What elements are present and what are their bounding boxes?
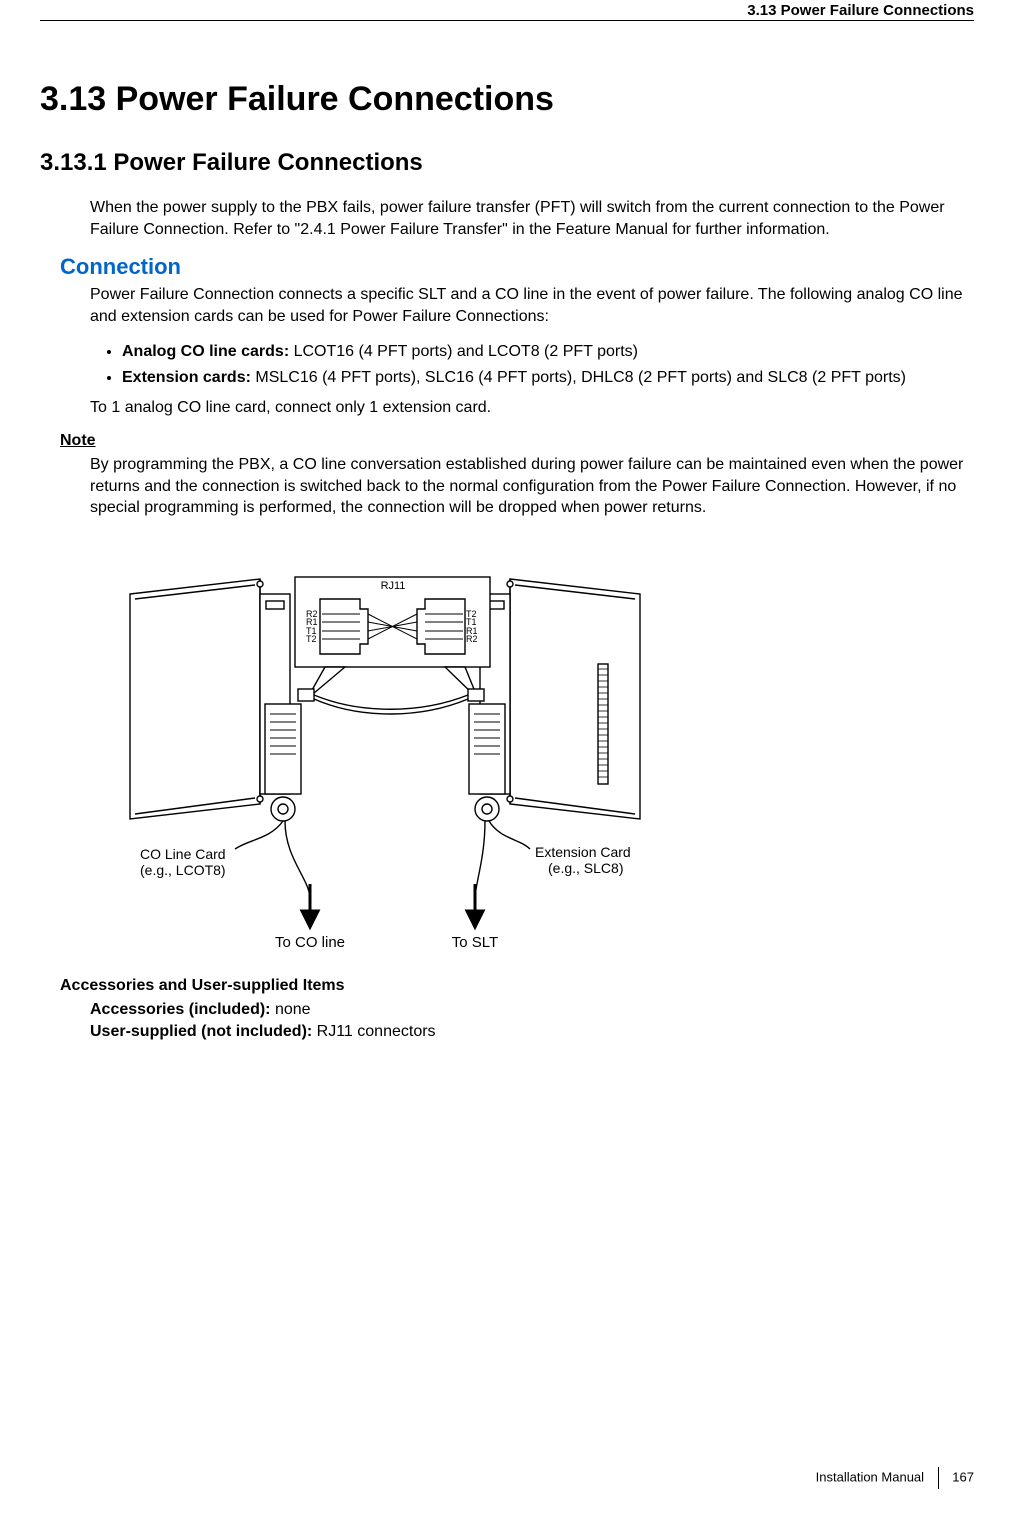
co-card-label-line2: (e.g., LCOT8) [140,862,226,878]
intro-paragraph: When the power supply to the PBX fails, … [90,197,974,240]
list-item-text: MSLC16 (4 PFT ports), SLC16 (4 PFT ports… [251,369,906,386]
footer-manual: Installation Manual [816,1469,924,1484]
list-item-text: LCOT16 (4 PFT ports) and LCOT8 (2 PFT po… [289,343,638,360]
footer-page: 167 [952,1469,974,1484]
accessories-included: Accessories (included): none [90,1001,974,1019]
accessories-included-label: Accessories (included): [90,1001,271,1018]
accessories-heading: Accessories and User-supplied Items [60,977,974,995]
header-rule [40,20,974,21]
ext-card-label-line2: (e.g., SLC8) [548,860,623,876]
accessories-user-label: User-supplied (not included): [90,1023,312,1040]
page-header: 3.13 Power Failure Connections [40,20,974,50]
pin-label: R2 [466,634,478,644]
co-card-label-line1: CO Line Card [140,846,226,862]
accessories-included-value: none [271,1001,311,1018]
after-list-paragraph: To 1 analog CO line card, connect only 1… [90,397,974,419]
list-item-label: Extension cards: [122,369,251,386]
note-heading: Note [60,432,974,450]
card-list: Analog CO line cards: LCOT16 (4 PFT port… [90,341,974,388]
note-text: By programming the PBX, a CO line conver… [90,454,974,519]
list-item: Extension cards: MSLC16 (4 PFT ports), S… [122,367,974,389]
to-co-label: To CO line [275,934,345,951]
footer-divider [938,1467,939,1489]
connection-paragraph: Power Failure Connection connects a spec… [90,284,974,327]
accessories-user: User-supplied (not included): RJ11 conne… [90,1023,974,1041]
accessories-user-value: RJ11 connectors [312,1023,435,1040]
list-item: Analog CO line cards: LCOT16 (4 PFT port… [122,341,974,363]
pin-label: T2 [306,634,317,644]
ext-card-label-line1: Extension Card [535,844,631,860]
wiring-diagram: RJ11 R2 R1 T1 T2 T2 T1 R1 R2 CO Line Car… [110,539,670,959]
subsection-title: 3.13.1 Power Failure Connections [40,149,974,177]
section-title: 3.13 Power Failure Connections [40,80,974,119]
connection-heading: Connection [60,254,974,280]
list-item-label: Analog CO line cards: [122,343,289,360]
rj11-label: RJ11 [381,580,406,592]
to-slt-label: To SLT [452,934,498,951]
page-footer: Installation Manual 167 [816,1467,974,1489]
header-section-label: 3.13 Power Failure Connections [747,2,974,19]
